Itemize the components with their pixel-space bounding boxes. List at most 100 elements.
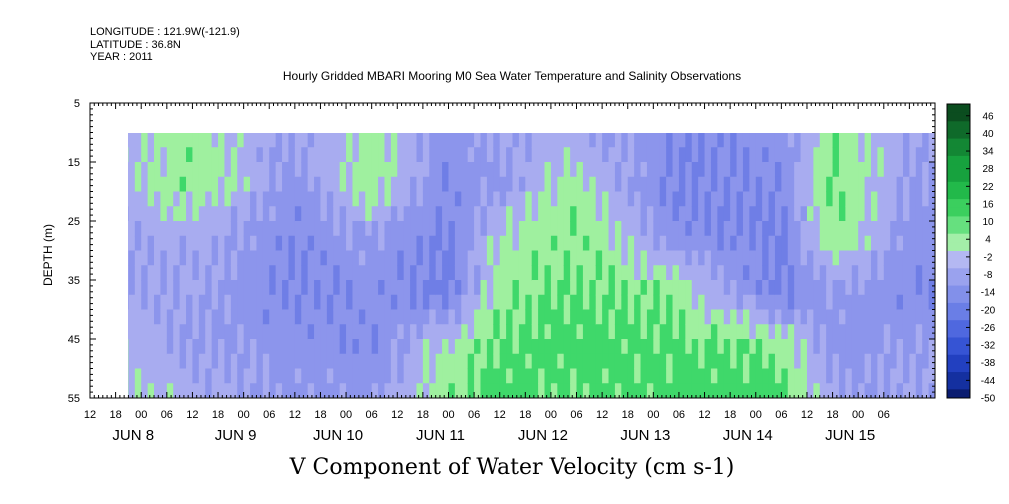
heatmap-cell: [358, 250, 366, 266]
heatmap-cell: [147, 162, 155, 178]
heatmap-cell: [166, 294, 174, 311]
heatmap-cell: [730, 368, 738, 384]
heatmap-cell: [243, 162, 251, 178]
heatmap-cell: [160, 280, 168, 296]
heatmap-cell: [435, 221, 443, 237]
heatmap-cell: [467, 133, 475, 148]
heatmap-cell: [467, 294, 475, 311]
heatmap-cell: [915, 162, 923, 178]
heatmap-cell: [710, 206, 718, 222]
heatmap-cell: [192, 353, 200, 370]
heatmap-cell: [922, 206, 930, 222]
heatmap-cell: [627, 339, 635, 355]
heatmap-cell: [205, 294, 213, 311]
heatmap-cell: [634, 250, 642, 266]
heatmap-cell: [659, 294, 667, 311]
heatmap-cell: [538, 339, 546, 355]
heatmap-cell: [890, 147, 898, 163]
heatmap-cell: [659, 147, 667, 163]
heatmap-cell: [141, 339, 149, 355]
heatmap-cell: [230, 235, 238, 252]
heatmap-cell: [256, 162, 264, 178]
heatmap-cell: [813, 353, 821, 370]
heatmap-cell: [333, 191, 341, 207]
heatmap-cell: [915, 339, 923, 355]
heatmap-cell: [416, 133, 424, 148]
heatmap-cell: [134, 206, 142, 222]
heatmap-cell: [435, 265, 443, 281]
heatmap-cell: [525, 250, 533, 266]
heatmap-cell: [410, 147, 418, 163]
heatmap-cell: [186, 235, 194, 252]
heatmap-cell: [550, 162, 558, 178]
heatmap-cell: [378, 250, 386, 266]
heatmap-cell: [909, 191, 917, 207]
heatmap-cell: [307, 309, 315, 325]
heatmap-cell: [870, 162, 878, 178]
heatmap-cell: [384, 294, 392, 311]
heatmap-cell: [493, 191, 501, 207]
heatmap-cell: [864, 309, 872, 325]
heatmap-cell: [890, 280, 898, 296]
heatmap-cell: [563, 147, 571, 163]
heatmap-cell: [774, 191, 782, 207]
heatmap-cell: [410, 339, 418, 355]
heatmap-cell: [845, 368, 853, 384]
heatmap-cell: [314, 176, 322, 193]
heatmap-cell: [845, 265, 853, 281]
heatmap-cell: [403, 368, 411, 384]
heatmap-cell: [179, 280, 187, 296]
heatmap-cell: [166, 309, 174, 325]
heatmap-cell: [154, 191, 162, 207]
heatmap-cell: [454, 133, 462, 148]
heatmap-cell: [333, 235, 341, 252]
heatmap-cell: [640, 133, 648, 148]
heatmap-cell: [339, 294, 347, 311]
heatmap-cell: [909, 265, 917, 281]
heatmap-cell: [563, 368, 571, 384]
heatmap-cell: [410, 383, 418, 398]
heatmap-cell: [346, 235, 354, 252]
heatmap-cell: [429, 383, 437, 398]
heatmap-cell: [582, 250, 590, 266]
heatmap-cell: [819, 250, 827, 266]
heatmap-cell: [237, 162, 245, 178]
heatmap-cell: [538, 383, 546, 398]
heatmap-cell: [307, 250, 315, 266]
heatmap-cell: [518, 162, 526, 178]
heatmap-cell: [678, 265, 686, 281]
heatmap-cell: [448, 339, 456, 355]
heatmap-cell: [141, 176, 149, 193]
heatmap-cell: [646, 133, 654, 148]
heatmap-cell: [870, 206, 878, 222]
heatmap-cell: [621, 324, 629, 340]
heatmap-cell: [858, 324, 866, 340]
heatmap-cell: [166, 339, 174, 355]
heatmap-cell: [211, 324, 219, 340]
heatmap-cell: [390, 206, 398, 222]
heatmap-cell: [710, 221, 718, 237]
heatmap-cell: [416, 162, 424, 178]
heatmap-cell: [416, 280, 424, 296]
heatmap-cell: [806, 191, 814, 207]
heatmap-cell: [378, 353, 386, 370]
heatmap-cell: [851, 191, 859, 207]
heatmap-cell: [250, 339, 258, 355]
heatmap-cell: [595, 265, 603, 281]
heatmap-cell: [877, 294, 885, 311]
heatmap-cell: [352, 368, 360, 384]
heatmap-cell: [902, 280, 910, 296]
heatmap-cell: [826, 206, 834, 222]
heatmap-cell: [781, 383, 789, 398]
heatmap-cell: [634, 162, 642, 178]
heatmap-cell: [736, 265, 744, 281]
heatmap-cell: [762, 235, 770, 252]
heatmap-cell: [474, 162, 482, 178]
heatmap-cell: [186, 265, 194, 281]
heatmap-cell: [352, 176, 360, 193]
heatmap-cell: [614, 309, 622, 325]
heatmap-cell: [909, 339, 917, 355]
heatmap-cell: [211, 235, 219, 252]
heatmap-cell: [250, 235, 258, 252]
heatmap-cell: [250, 383, 258, 398]
